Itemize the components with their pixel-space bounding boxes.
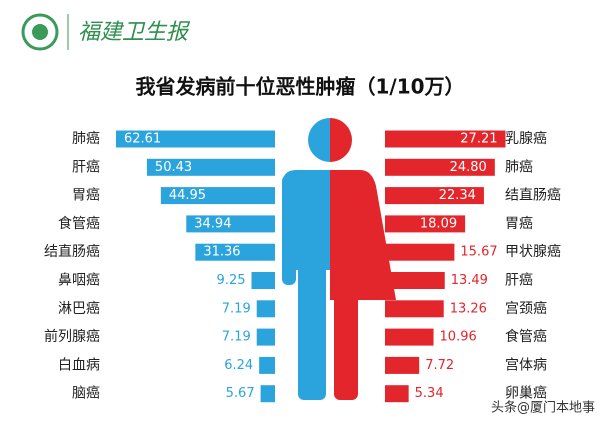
bar xyxy=(146,158,275,176)
bar xyxy=(385,158,495,176)
bar xyxy=(385,356,420,374)
value-label: 24.80 xyxy=(450,160,487,175)
category-label: 结直肠癌 xyxy=(505,187,561,204)
logo-center xyxy=(32,24,48,40)
value-label: 5.34 xyxy=(415,386,444,401)
bar xyxy=(256,328,275,346)
category-label: 甲状腺癌 xyxy=(505,244,561,260)
bar xyxy=(115,130,275,148)
bar xyxy=(385,385,409,403)
category-label: 白血病 xyxy=(58,357,100,373)
logo xyxy=(21,13,59,51)
watermark: 头条@厦门本地事 xyxy=(491,400,595,416)
value-label: 13.26 xyxy=(450,301,487,316)
bar xyxy=(385,187,484,205)
value-label: 50.43 xyxy=(155,160,192,175)
category-label: 乳腺癌 xyxy=(505,131,547,147)
value-label: 62.61 xyxy=(124,132,161,147)
category-label: 前列腺癌 xyxy=(44,328,100,345)
category-label: 肺癌 xyxy=(72,131,100,147)
category-label: 脑癌 xyxy=(72,386,100,402)
brand: 福建卫生报 xyxy=(78,20,191,45)
category-label: 肝癌 xyxy=(505,273,533,289)
value-label: 5.67 xyxy=(226,386,255,401)
value-label: 6.24 xyxy=(224,358,253,373)
bar xyxy=(160,187,275,205)
value-label: 7.19 xyxy=(222,330,251,345)
bar xyxy=(186,215,275,233)
bar xyxy=(260,385,275,403)
bar xyxy=(385,130,506,148)
category-label: 胃癌 xyxy=(505,216,533,232)
value-label: 22.34 xyxy=(439,188,476,203)
bar xyxy=(256,300,275,318)
category-label: 肝癌 xyxy=(72,159,100,175)
value-label: 7.19 xyxy=(222,301,251,316)
bar xyxy=(385,215,466,233)
category-label: 宫颈癌 xyxy=(505,301,547,317)
value-label: 15.67 xyxy=(460,245,497,260)
category-label: 宫体病 xyxy=(505,357,547,373)
bar xyxy=(385,243,455,261)
category-label: 食管癌 xyxy=(58,215,100,232)
chart-title: 我省发病前十位恶性肿瘤（1/10万） xyxy=(135,75,464,99)
bar xyxy=(385,328,434,346)
category-label: 淋巴癌 xyxy=(58,301,100,317)
value-label: 10.96 xyxy=(440,330,477,345)
value-label: 18.09 xyxy=(420,216,457,231)
bar xyxy=(195,243,275,261)
value-label: 7.72 xyxy=(425,358,454,373)
bar xyxy=(385,300,444,318)
category-label: 食管癌 xyxy=(505,328,547,345)
value-label: 13.49 xyxy=(451,273,488,288)
category-label: 肺癌 xyxy=(505,159,533,175)
category-label: 胃癌 xyxy=(72,188,100,204)
figure xyxy=(282,118,396,400)
bar xyxy=(259,356,275,374)
bar xyxy=(251,272,275,289)
value-label: 9.25 xyxy=(217,273,246,288)
value-label: 27.21 xyxy=(460,132,497,147)
value-label: 34.94 xyxy=(194,216,231,231)
value-label: 31.36 xyxy=(203,245,240,260)
category-label: 结直肠癌 xyxy=(44,243,100,260)
category-label: 鼻咽癌 xyxy=(58,272,100,289)
value-label: 44.95 xyxy=(169,188,206,203)
bar xyxy=(385,272,445,289)
category-label: 卵巢癌 xyxy=(505,386,547,402)
